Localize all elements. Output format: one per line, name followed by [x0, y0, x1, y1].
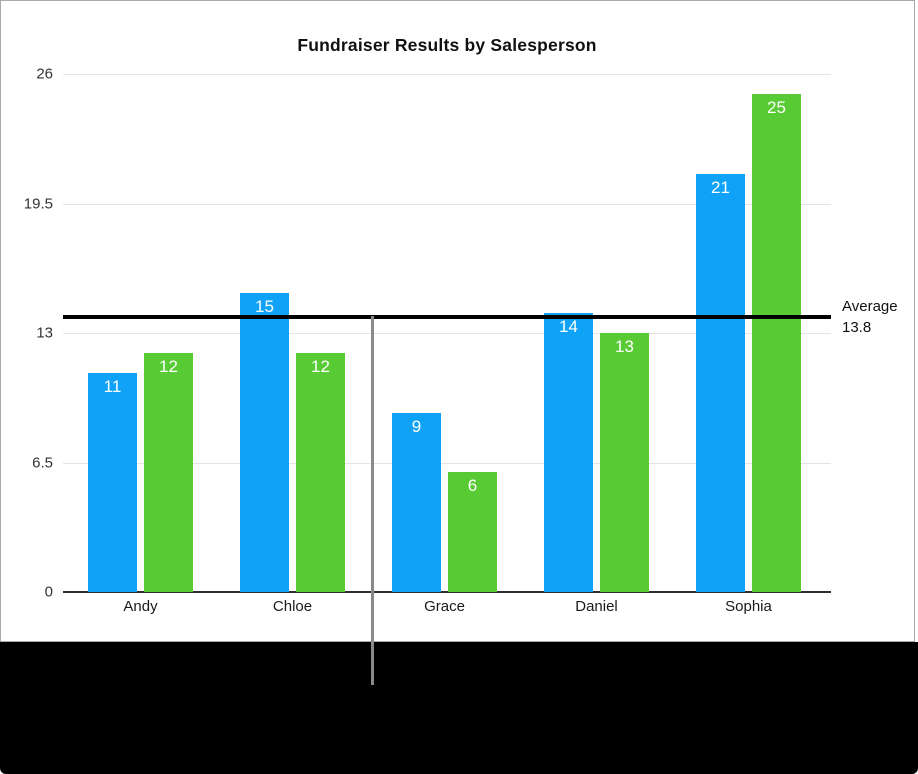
y-axis-tick-labels: 26 19.5 13 6.5 0	[1, 66, 53, 601]
bar-value-label: 21	[711, 177, 730, 197]
bar-value-label: 25	[767, 97, 786, 117]
average-reference-line	[63, 315, 831, 320]
pointer-callout-line	[371, 316, 374, 685]
bar-blue-sophia: 21	[696, 173, 745, 592]
gridline	[63, 203, 831, 205]
average-line-label: Average 13.8	[842, 296, 898, 338]
bar-value-label: 12	[159, 356, 178, 376]
gridline	[63, 462, 831, 464]
y-tick-label: 19.5	[23, 195, 53, 212]
x-label-daniel: Daniel	[575, 598, 618, 615]
gridline	[63, 74, 831, 75]
gridline	[63, 333, 831, 334]
y-tick-label: 26	[36, 65, 53, 83]
bar-value-label: 9	[411, 416, 422, 436]
bottom-black-band	[0, 642, 918, 774]
bar-blue-grace: 9	[392, 412, 441, 592]
bar-value-label: 13	[615, 337, 634, 356]
x-label-grace: Grace	[424, 598, 465, 615]
bar-green-chloe: 12	[296, 352, 345, 592]
bar-value-label: 11	[103, 376, 122, 396]
bar-green-sophia: 25	[752, 93, 801, 592]
bar-blue-andy: 11	[88, 372, 137, 592]
x-label-andy: Andy	[123, 598, 158, 615]
bar-value-label: 12	[311, 356, 330, 376]
x-axis-baseline	[63, 591, 831, 593]
bar-value-label: 15	[255, 297, 274, 317]
y-tick-label: 0	[44, 583, 53, 601]
y-tick-label: 13	[36, 324, 53, 342]
chart-panel: Fundraiser Results by Salesperson 26 19.5…	[0, 0, 915, 642]
y-tick-label: 6.5	[32, 454, 53, 471]
x-label-chloe: Chloe	[272, 598, 313, 615]
bar-value-label: 6	[467, 476, 478, 496]
x-label-sophia: Sophia	[725, 598, 772, 615]
chart-title: Fundraiser Results by Salesperson	[297, 35, 597, 55]
x-axis-labels: Andy Chloe Grace Daniel Sophia	[63, 598, 831, 618]
bar-blue-daniel: 14	[544, 313, 593, 592]
bar-blue-chloe: 15	[240, 293, 289, 592]
plot-area: 11 12 15 12 9 6 14 13 21 25	[63, 74, 831, 593]
average-value-text: 13.8	[842, 319, 872, 336]
average-label-text: Average	[842, 298, 898, 315]
bar-green-andy: 12	[144, 352, 193, 592]
bar-green-daniel: 13	[600, 333, 649, 592]
bar-value-label: 14	[559, 317, 578, 337]
bar-green-grace: 6	[448, 472, 497, 592]
